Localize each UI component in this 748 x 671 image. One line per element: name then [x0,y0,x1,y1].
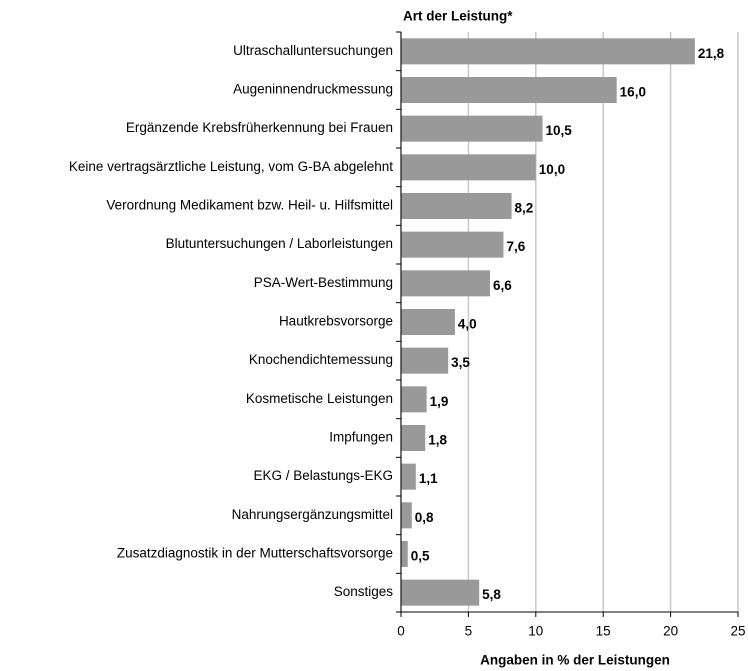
y-tick-label: Hautkrebsvorsorge [279,314,393,329]
y-tick-label: Sonstiges [334,584,394,599]
bar [401,193,512,219]
value-label: 10,5 [546,123,573,138]
bar [401,425,426,451]
chart-title: Art der Leistung* [403,9,513,24]
x-tick-label: 5 [465,624,473,639]
value-label: 0,5 [411,549,430,564]
y-tick-label: EKG / Belastungs-EKG [253,468,393,483]
x-tick-label: 25 [730,624,745,639]
x-tick-label: 15 [596,624,611,639]
bar [401,270,490,297]
bar [401,347,449,374]
bar [401,154,536,181]
bar [401,115,543,142]
value-label: 7,6 [506,239,525,254]
value-label: 16,0 [620,85,646,100]
y-tick-label: Ultraschalluntersuchungen [233,43,393,58]
y-tick-label: PSA-Wert-Bestimmung [254,275,393,290]
y-tick-label: Impfungen [329,430,393,445]
value-label: 6,6 [493,278,512,293]
value-label: 21,8 [698,46,725,61]
value-label: 1,9 [430,394,449,409]
bar [401,386,427,413]
x-tick-label: 0 [397,624,405,639]
value-label: 0,8 [415,510,434,525]
y-tick-label: Keine vertragsärztliche Leistung, vom G-… [69,159,393,174]
x-tick-label: 20 [663,624,678,639]
y-tick-label: Augeninnendruckmessung [233,82,393,97]
y-tick-label: Knochendichtemessung [249,352,393,367]
y-tick-label: Blutuntersuchungen / Laborleistungen [166,236,393,251]
bar [401,579,480,606]
y-tick-label: Verordnung Medikament bzw. Heil- u. Hilf… [106,198,393,213]
bar [401,541,408,567]
value-label: 8,2 [515,201,534,216]
bar [401,463,416,490]
x-axis-label: Angaben in % der Leistungen [480,653,670,668]
value-label: 1,1 [419,471,438,486]
value-label: 3,5 [451,355,470,370]
y-tick-label: Kosmetische Leistungen [246,391,393,406]
bar [401,309,455,335]
y-tick-label: Zusatzdiagnostik in der Mutterschaftsvor… [117,546,393,561]
bar [401,231,504,258]
value-label: 4,0 [458,317,477,332]
value-label: 10,0 [539,162,565,177]
bar [401,38,695,65]
y-tick-label: Ergänzende Krebsfrüherkennung bei Frauen [126,120,393,135]
value-label: 5,8 [482,587,501,602]
x-tick-label: 10 [528,624,543,639]
bar [401,502,412,529]
bar [401,77,617,103]
y-tick-label: Nahrungsergänzungsmittel [232,507,393,522]
value-label: 1,8 [428,433,447,448]
